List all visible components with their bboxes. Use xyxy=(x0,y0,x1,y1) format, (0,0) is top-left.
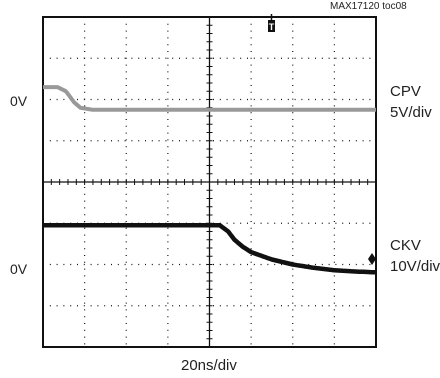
ch1-name-label: CPV xyxy=(390,83,421,100)
x-axis-timebase-label: 20ns/div xyxy=(181,357,237,374)
trigger-marker-label: T xyxy=(269,22,275,32)
ch2-scale-label: 10V/div xyxy=(390,258,440,275)
ch1-ground-label: 0V xyxy=(10,93,28,109)
trace-ckv xyxy=(42,223,377,275)
figure-id: MAX17120 toc08 xyxy=(330,1,407,12)
ch2-reference-arrow xyxy=(368,253,376,265)
ch2-name-label: CKV xyxy=(390,237,421,254)
trace-cpv xyxy=(43,85,376,112)
trigger-marker: T xyxy=(268,14,275,32)
ch2-ground-label: 0V xyxy=(10,261,28,277)
ch1-scale-label: 5V/div xyxy=(390,104,432,121)
traces xyxy=(42,85,377,275)
